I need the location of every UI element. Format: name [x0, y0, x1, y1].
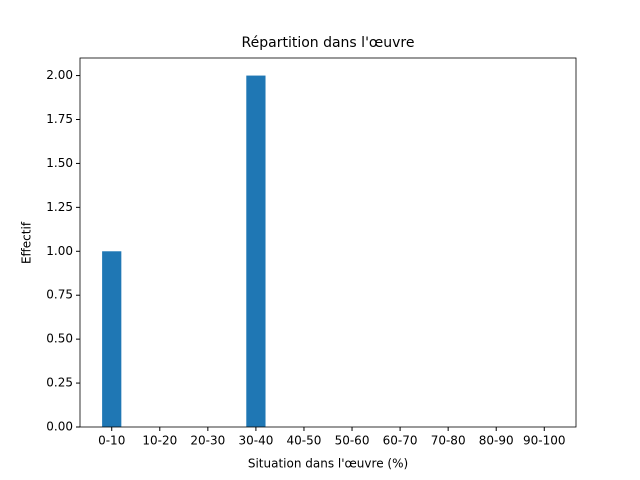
y-tick-label: 2.00 [46, 68, 73, 82]
y-tick-label: 1.25 [46, 200, 73, 214]
y-axis-label: Effectif [20, 221, 34, 264]
y-tick-label: 0.25 [46, 376, 73, 390]
y-tick-label: 1.00 [46, 244, 73, 258]
y-tick-label: 1.75 [46, 112, 73, 126]
x-tick-label: 0-10 [98, 434, 125, 448]
x-tick-label: 20-30 [190, 434, 225, 448]
y-tick-label: 0.75 [46, 288, 73, 302]
y-tick-label: 1.50 [46, 156, 73, 170]
chart-title: Répartition dans l'œuvre [242, 35, 415, 51]
y-tick-label: 0.00 [46, 420, 73, 434]
x-tick-label: 50-60 [335, 434, 370, 448]
x-tick-label: 40-50 [287, 434, 322, 448]
x-tick-label: 10-20 [142, 434, 177, 448]
x-tick-label: 70-80 [431, 434, 466, 448]
bar [102, 251, 122, 427]
x-tick-label: 80-90 [479, 434, 514, 448]
x-tick-label: 60-70 [383, 434, 418, 448]
x-axis-label: Situation dans l'œuvre (%) [248, 457, 408, 471]
bar [246, 75, 266, 428]
y-tick-label: 0.50 [46, 332, 73, 346]
plot-frame [79, 57, 577, 428]
x-tick-label: 30-40 [238, 434, 273, 448]
x-tick-label: 90-100 [523, 434, 566, 448]
